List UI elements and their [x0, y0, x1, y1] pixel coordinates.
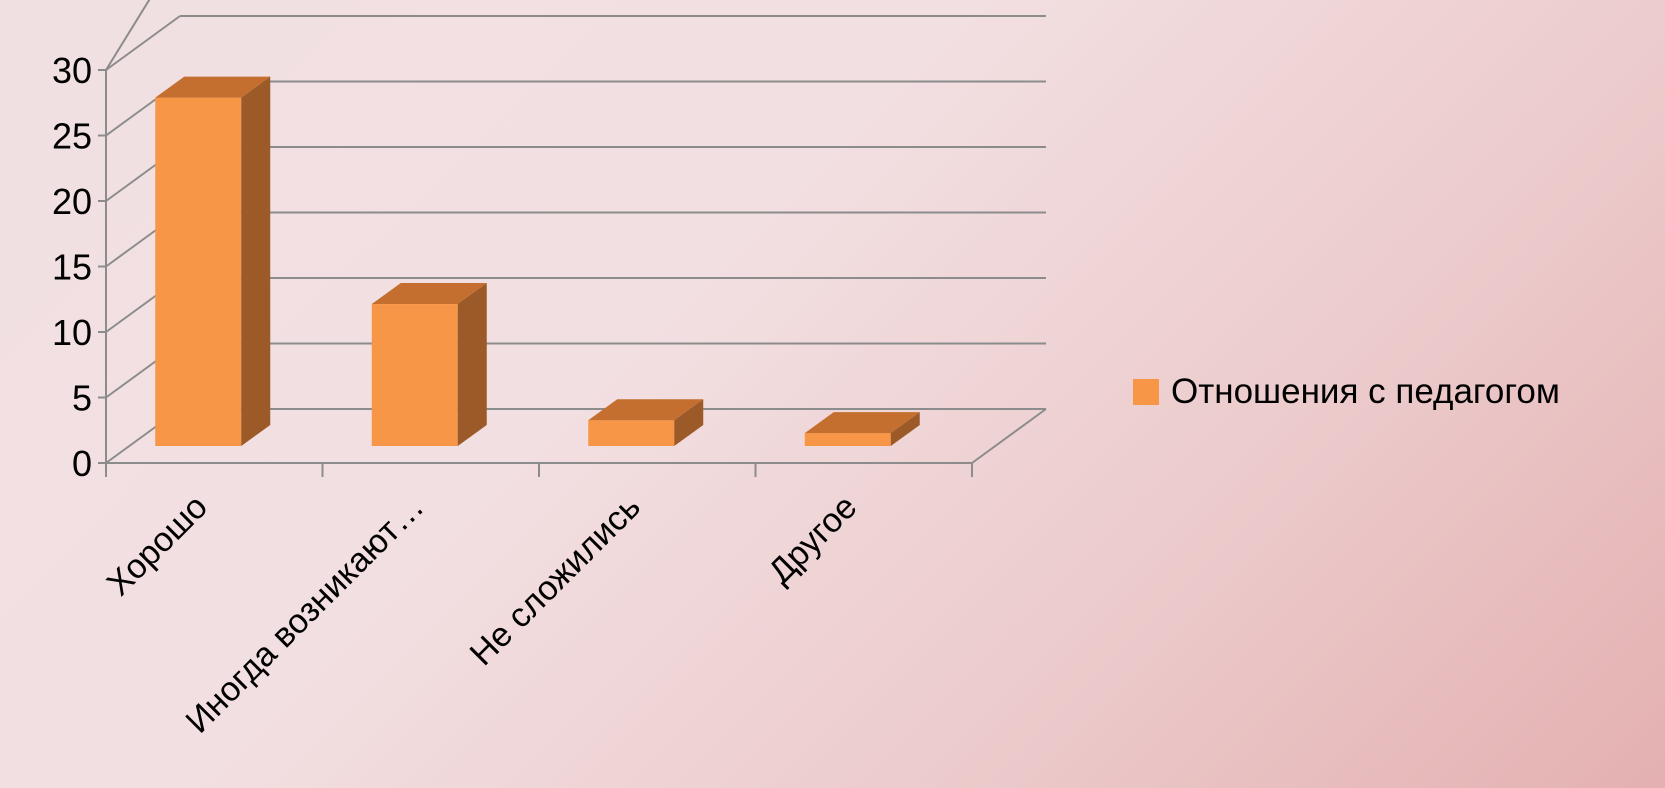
- bar-front: [371, 304, 458, 446]
- legend-swatch: [1133, 379, 1159, 405]
- bar-top: [155, 76, 271, 98]
- legend: Отношения с педагогом: [1133, 372, 1560, 412]
- y-axis-ticks: 0 5 10 15 20 25 30: [52, 50, 92, 484]
- bar-side: [890, 412, 920, 446]
- bar-front: [804, 433, 891, 446]
- bars: [155, 76, 920, 446]
- x-tick-label: Другое: [761, 488, 864, 591]
- bar-front: [155, 97, 242, 446]
- bar-side: [674, 399, 704, 446]
- bar-side: [241, 76, 271, 446]
- x-tick-label: Не сложились: [463, 488, 648, 673]
- y-tick-label: 30: [52, 50, 92, 91]
- side-gridline: [105, 0, 151, 71]
- bar-side: [457, 283, 487, 446]
- y-tick-label: 0: [72, 443, 92, 484]
- y-tick-label: 5: [72, 378, 92, 419]
- bar-front: [588, 420, 675, 446]
- bar: [588, 399, 704, 446]
- x-tick-label: Хорошо: [99, 488, 214, 603]
- bar: [371, 283, 487, 446]
- bar: [155, 76, 271, 446]
- bar-top: [588, 399, 704, 421]
- bar-top: [804, 412, 920, 434]
- x-tick-label: Иногда возникают…: [179, 488, 432, 741]
- y-tick-label: 15: [52, 247, 92, 288]
- y-tick-label: 10: [52, 312, 92, 353]
- floor-edge: [971, 408, 1047, 464]
- bar: [804, 412, 920, 446]
- y-tick-label: 20: [52, 181, 92, 222]
- legend-label: Отношения с педагогом: [1171, 372, 1560, 411]
- bar-top: [371, 283, 487, 305]
- y-tick-label: 25: [52, 116, 92, 157]
- side-gridline: [105, 15, 181, 71]
